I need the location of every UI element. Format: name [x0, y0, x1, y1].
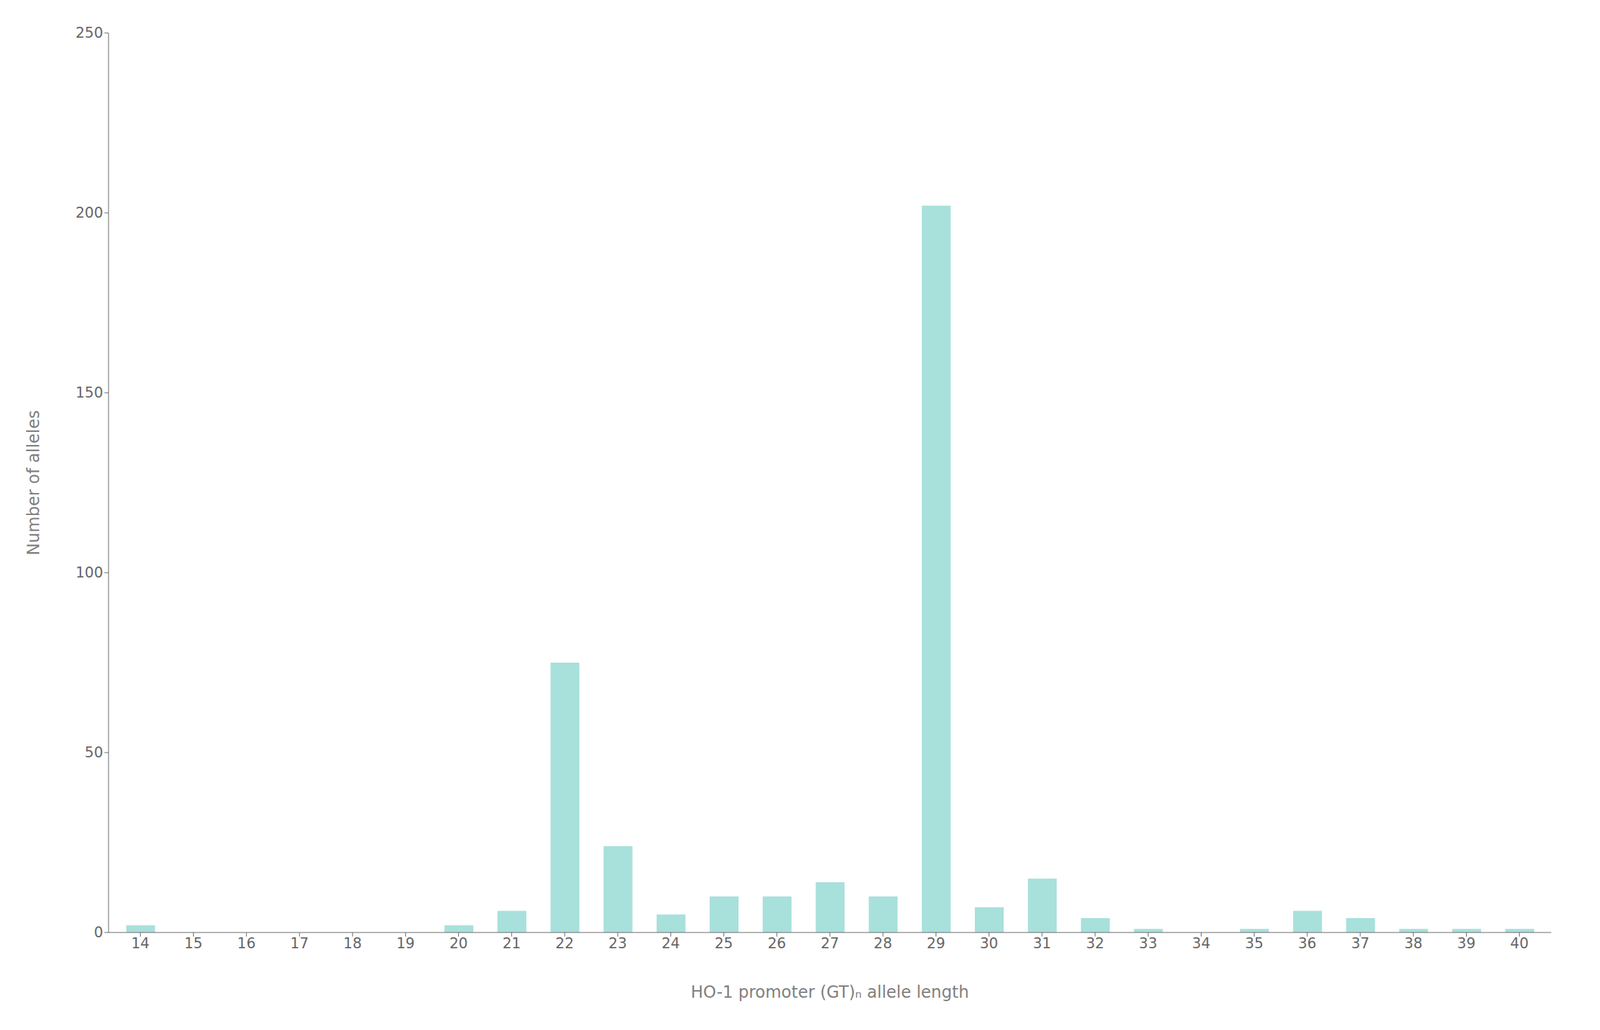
svg-text:29: 29 [926, 935, 946, 953]
svg-text:0: 0 [94, 924, 104, 942]
svg-text:200: 200 [75, 204, 104, 222]
svg-text:50: 50 [84, 744, 104, 762]
svg-text:38: 38 [1404, 935, 1423, 953]
svg-text:36: 36 [1297, 935, 1317, 953]
svg-text:28: 28 [873, 935, 893, 953]
svg-text:39: 39 [1457, 935, 1476, 953]
svg-text:22: 22 [555, 935, 575, 953]
svg-text:34: 34 [1191, 935, 1211, 953]
svg-text:150: 150 [75, 384, 104, 402]
svg-text:19: 19 [396, 935, 415, 953]
svg-text:25: 25 [714, 935, 734, 953]
svg-text:17: 17 [290, 935, 310, 953]
svg-text:HO-1 promoter (GT)ₙ allele len: HO-1 promoter (GT)ₙ allele length [691, 983, 970, 1003]
svg-text:15: 15 [184, 935, 203, 953]
svg-text:20: 20 [449, 935, 468, 953]
svg-text:Number of alleles: Number of alleles [24, 410, 44, 556]
svg-text:32: 32 [1086, 935, 1105, 953]
svg-text:250: 250 [75, 24, 104, 42]
svg-text:18: 18 [343, 935, 363, 953]
svg-text:23: 23 [608, 935, 628, 953]
svg-text:24: 24 [661, 935, 681, 953]
svg-text:33: 33 [1139, 935, 1158, 953]
svg-text:40: 40 [1510, 935, 1529, 953]
svg-text:100: 100 [75, 564, 104, 582]
svg-text:30: 30 [979, 935, 999, 953]
svg-text:21: 21 [502, 935, 521, 953]
svg-text:31: 31 [1032, 935, 1052, 953]
svg-text:14: 14 [131, 935, 150, 953]
svg-text:35: 35 [1244, 935, 1264, 953]
svg-text:27: 27 [820, 935, 840, 953]
svg-text:16: 16 [237, 935, 256, 953]
svg-text:37: 37 [1351, 935, 1370, 953]
svg-text:26: 26 [767, 935, 786, 953]
